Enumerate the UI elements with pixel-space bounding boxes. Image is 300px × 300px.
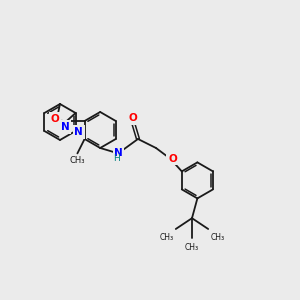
- Text: N: N: [114, 148, 123, 158]
- Text: N: N: [61, 122, 70, 132]
- Text: CH₃: CH₃: [210, 233, 224, 242]
- Text: CH₃: CH₃: [185, 243, 199, 252]
- Text: O: O: [51, 114, 60, 124]
- Text: CH₃: CH₃: [70, 156, 85, 165]
- Text: CH₃: CH₃: [160, 233, 174, 242]
- Text: H: H: [113, 154, 120, 163]
- Text: O: O: [168, 154, 177, 164]
- Text: O: O: [128, 113, 137, 123]
- Text: N: N: [74, 127, 83, 137]
